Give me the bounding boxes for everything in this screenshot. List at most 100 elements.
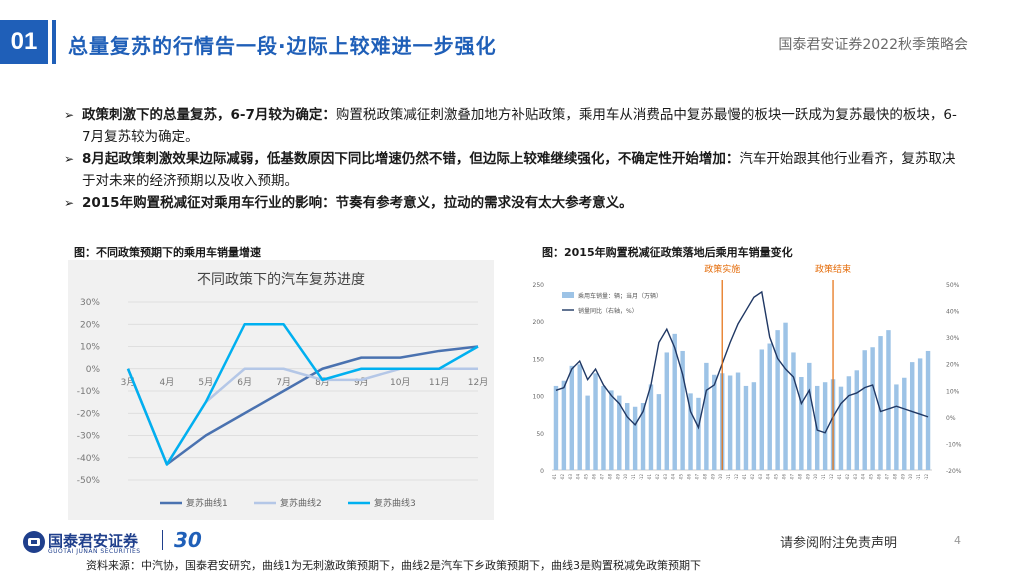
x-tick-label: 2016-11	[821, 474, 826, 480]
x-tick-label: 2015-09	[710, 474, 715, 480]
x-tick-label: 2017-05	[869, 474, 874, 480]
bar	[672, 333, 677, 470]
sales-bar-line-chart: 250 200 150 100 50 0 50% 40% 30% 20% 10% 0% -10% -20%…	[533, 263, 962, 491]
bar	[791, 352, 796, 470]
x-tick-label: 7月	[276, 377, 291, 388]
x-tick-label: 6月	[237, 377, 252, 388]
disclaimer-text: 请参阅附注免责声明	[780, 536, 898, 551]
x-tick-label: 2016-10	[813, 474, 818, 480]
x-tick-label: 2016-01	[742, 474, 747, 480]
policy-marker-label: 政策实施	[704, 263, 740, 275]
bar	[561, 380, 567, 470]
arrow-icon: ➢	[64, 108, 75, 122]
company-logo-icon	[23, 531, 45, 553]
bar	[767, 343, 772, 470]
bullet-text: 购置税政策减征刺激叠加地方补贴政策，乘用车从消费品中复苏最慢的板块一跃成为复苏最…	[82, 107, 957, 145]
bar	[696, 397, 701, 470]
bar	[854, 370, 860, 470]
bar	[680, 350, 685, 470]
x-tick-label: 2015-05	[679, 474, 684, 480]
x-tick-label: 2016-04	[766, 474, 771, 480]
bar	[648, 384, 654, 470]
x-tick-label: 2016-12	[829, 474, 834, 480]
series-line-3	[126, 323, 479, 466]
bullet-list: ➢ 政策刺激下的总量复苏，6-7月较为确定：购置税政策减征刺激叠加地方补贴政策，…	[64, 104, 964, 214]
legend-label: 复苏曲线2	[280, 497, 322, 509]
bullet-item-2: ➢ 8月起政策刺激效果边际减弱，低基数原因下同比增速仍然不错，但边际上较难继续强…	[64, 148, 964, 192]
bar	[688, 393, 693, 470]
x-tick-label: 2015-01	[647, 474, 652, 480]
bar	[553, 385, 559, 470]
x-tick-label: 2016-02	[750, 474, 755, 480]
x-tick-label: 2017-06	[877, 474, 882, 480]
bar	[751, 382, 757, 470]
bar	[727, 375, 733, 470]
x-tick-label: 2014-10	[623, 474, 628, 480]
logo-text-en: GUOTAI JUNAN SECURITIES	[48, 548, 141, 555]
bar	[664, 352, 670, 470]
x-tick-label: 3月	[121, 377, 136, 388]
legend-label: 乘用车销量：辆；当月（万辆）	[578, 292, 662, 300]
y-right-tick: 50%	[946, 282, 960, 289]
bullet-item-3: ➢ 2015年购置税减征对乘用车行业的影响：节奏有参考意义，拉动的需求没有太大参…	[64, 192, 964, 214]
slide-title: 总量复苏的行情告一段·边际上较难进一步强化	[68, 34, 497, 58]
bar	[577, 364, 582, 470]
arrow-icon: ➢	[64, 196, 75, 210]
x-tick-label: 2014-05	[584, 474, 589, 480]
y-right-tick: -10%	[946, 441, 962, 448]
x-tick-label: 2017-09	[900, 474, 905, 480]
y-tick-label: -40%	[77, 454, 101, 464]
anniversary-logo: 30	[174, 528, 202, 552]
x-tick-label: 2014-02	[560, 474, 565, 480]
right-chart-panel: 250 200 150 100 50 0 50% 40% 30% 20% 10% 0% -10% -20%…	[518, 262, 962, 491]
x-tick-label: 2014-11	[631, 474, 636, 480]
bar	[593, 373, 598, 470]
arrow-icon: ➢	[64, 152, 75, 166]
bar	[894, 384, 899, 470]
x-tick-label: 2014-08	[607, 474, 612, 480]
bar	[878, 336, 883, 470]
logo-divider	[162, 530, 163, 550]
bar	[735, 372, 741, 470]
y-left-tick: 50	[536, 431, 544, 438]
bar	[759, 349, 765, 470]
header-divider	[52, 20, 56, 64]
x-tick-label: 2017-10	[908, 474, 913, 480]
legend-label: 复苏曲线1	[186, 497, 228, 509]
y-left-tick: 150	[533, 356, 545, 363]
bar	[822, 382, 828, 470]
bar	[704, 362, 709, 470]
y-left-tick: 200	[533, 319, 545, 326]
legend-swatch	[562, 292, 574, 298]
y-right-tick: 30%	[946, 335, 960, 342]
x-tick-label: 2016-03	[758, 474, 763, 480]
y-tick-label: 30%	[80, 298, 100, 308]
x-tick-label: 2017-11	[916, 474, 921, 480]
x-tick-label: 2014-12	[639, 474, 644, 480]
y-right-tick: 10%	[946, 388, 960, 395]
x-tick-label: 2015-06	[687, 474, 692, 480]
bar	[585, 395, 590, 470]
x-tick-label: 2014-06	[592, 474, 597, 480]
x-tick-label: 2016-08	[797, 474, 802, 480]
policy-marker-label: 政策结束	[815, 263, 851, 275]
bar	[862, 350, 867, 470]
bar	[838, 386, 844, 470]
x-tick-label: 2015-07	[694, 474, 699, 480]
series-line-1	[126, 345, 479, 466]
bullet-text: 汽车开始跟其他行业看齐，复苏取决于对未来的经济预期以及收入预期。	[82, 151, 956, 189]
legend-label: 销量同比（右轴，%）	[578, 307, 638, 315]
bar	[712, 374, 717, 470]
left-chart-caption: 图：不同政策预期下的乘用车销量增速	[74, 246, 261, 259]
y-tick-label: 0%	[86, 365, 101, 375]
x-tick-label: 2017-01	[837, 474, 842, 480]
x-tick-label: 12月	[468, 377, 488, 388]
x-tick-label: 2017-08	[892, 474, 897, 480]
bar	[656, 394, 662, 470]
x-tick-label: 2015-10	[718, 474, 723, 480]
series-line-2	[126, 367, 478, 466]
x-tick-label: 2014-03	[568, 474, 573, 480]
x-tick-label: 2014-09	[615, 474, 620, 480]
y-tick-label: -30%	[77, 432, 101, 442]
x-tick-label: 2015-11	[726, 474, 731, 480]
